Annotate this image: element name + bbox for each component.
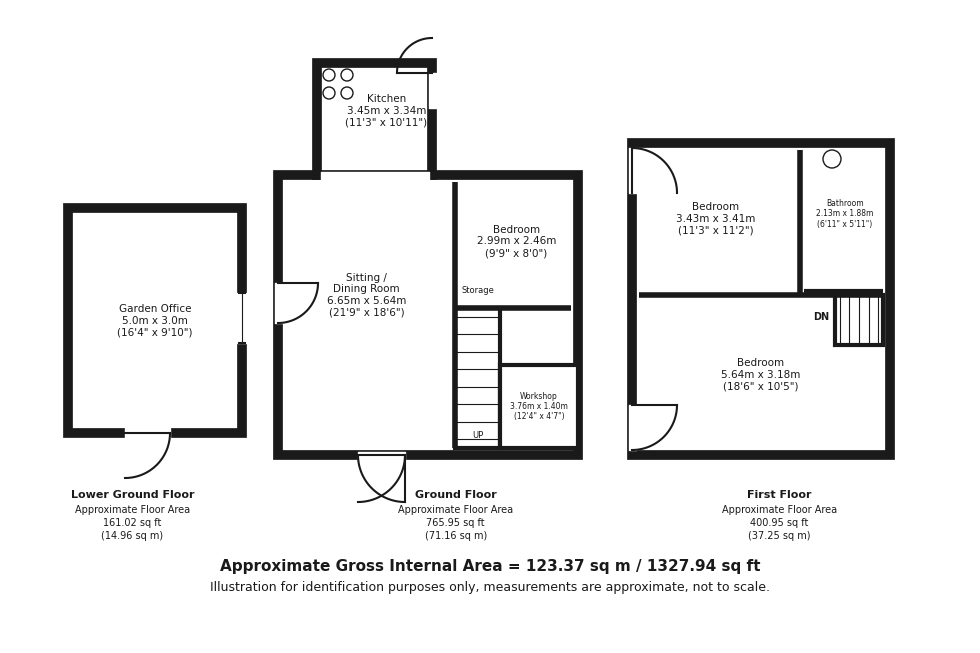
Text: UP: UP xyxy=(472,431,483,440)
Text: Lower Ground Floor: Lower Ground Floor xyxy=(71,490,194,500)
Bar xyxy=(455,308,500,448)
Text: (37.25 sq m): (37.25 sq m) xyxy=(748,531,810,541)
Text: Storage: Storage xyxy=(461,286,494,295)
Text: Workshop
3.76m x 1.40m
(12'4" x 4'7"): Workshop 3.76m x 1.40m (12'4" x 4'7") xyxy=(510,392,568,421)
Text: (71.16 sq m): (71.16 sq m) xyxy=(424,531,487,541)
Bar xyxy=(835,295,883,345)
Text: 161.02 sq ft: 161.02 sq ft xyxy=(103,518,162,528)
Text: Bedroom
2.99m x 2.46m
(9'9" x 8'0"): Bedroom 2.99m x 2.46m (9'9" x 8'0") xyxy=(477,225,557,258)
Text: First Floor: First Floor xyxy=(747,490,811,500)
Text: Approximate Floor Area: Approximate Floor Area xyxy=(74,505,190,515)
Text: Approximate Gross Internal Area = 123.37 sq m / 1327.94 sq ft: Approximate Gross Internal Area = 123.37… xyxy=(220,559,760,574)
Text: (14.96 sq m): (14.96 sq m) xyxy=(101,531,164,541)
Text: 400.95 sq ft: 400.95 sq ft xyxy=(750,518,808,528)
Bar xyxy=(500,365,578,448)
Text: Approximate Floor Area: Approximate Floor Area xyxy=(721,505,837,515)
Text: Garden Office
5.0m x 3.0m
(16'4" x 9'10"): Garden Office 5.0m x 3.0m (16'4" x 9'10"… xyxy=(118,304,193,337)
Bar xyxy=(68,208,242,433)
Text: Illustration for identification purposes only, measurements are approximate, not: Illustration for identification purposes… xyxy=(210,581,770,594)
Text: Approximate Floor Area: Approximate Floor Area xyxy=(398,505,514,515)
Text: Kitchen
3.45m x 3.34m
(11'3" x 10'11"): Kitchen 3.45m x 3.34m (11'3" x 10'11") xyxy=(345,95,427,127)
Text: Bedroom
3.43m x 3.41m
(11'3" x 11'2"): Bedroom 3.43m x 3.41m (11'3" x 11'2") xyxy=(676,202,756,236)
Text: Bedroom
5.64m x 3.18m
(18'6" x 10'5"): Bedroom 5.64m x 3.18m (18'6" x 10'5") xyxy=(721,358,801,392)
Bar xyxy=(632,143,890,455)
Text: 765.95 sq ft: 765.95 sq ft xyxy=(426,518,485,528)
Text: DN: DN xyxy=(813,312,829,322)
Text: Sitting /
Dining Room
6.65m x 5.64m
(21'9" x 18'6"): Sitting / Dining Room 6.65m x 5.64m (21'… xyxy=(326,272,406,317)
Text: Bathroom
2.13m x 1.88m
(6'11" x 5'11"): Bathroom 2.13m x 1.88m (6'11" x 5'11") xyxy=(816,199,874,229)
Bar xyxy=(317,63,432,175)
Text: Ground Floor: Ground Floor xyxy=(415,490,497,500)
Bar xyxy=(278,175,578,455)
